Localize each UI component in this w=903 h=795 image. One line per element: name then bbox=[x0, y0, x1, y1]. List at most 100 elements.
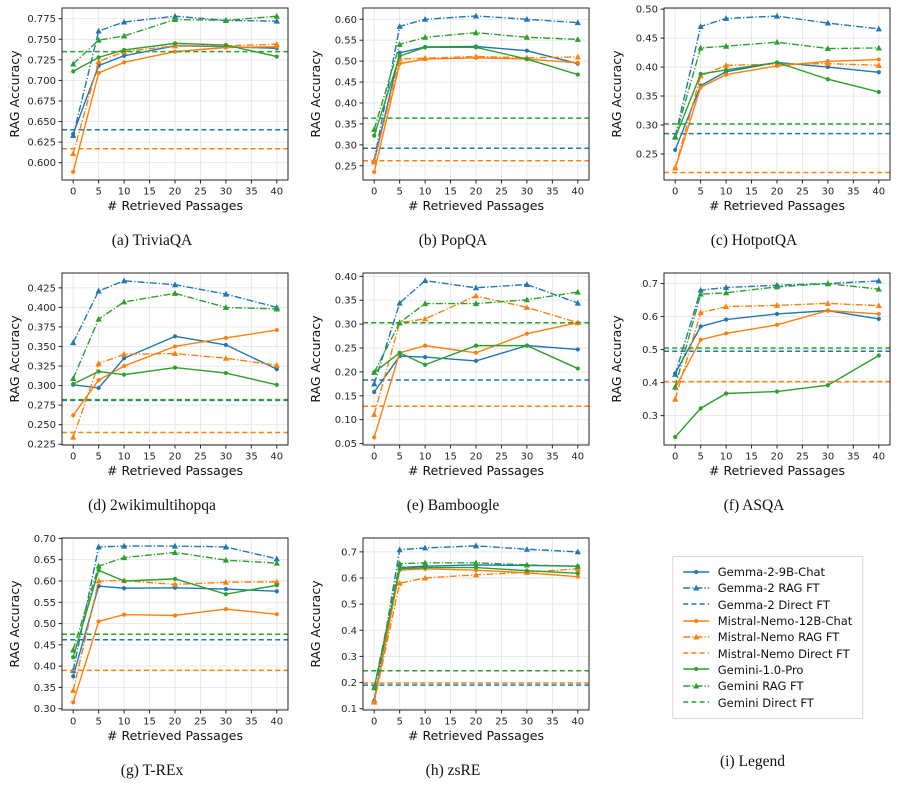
chart-caption-2wikimultihopqa: (d) 2wikimultihopqa bbox=[88, 497, 216, 514]
svg-text:0.725: 0.725 bbox=[27, 55, 56, 66]
legend-entry-label: Gemma-2-9B-Chat bbox=[717, 565, 826, 580]
svg-text:10: 10 bbox=[419, 717, 432, 728]
svg-text:15: 15 bbox=[143, 187, 156, 198]
svg-text:0.650: 0.650 bbox=[27, 117, 56, 128]
legend-entry-label: Gemma-2 Direct FT bbox=[717, 597, 830, 612]
svg-text:5: 5 bbox=[697, 187, 703, 198]
chart-triviaqa: 0 5 10 15 20 25 30 35 40 0.600 0.625 0.650 0.675 0.70… bbox=[6, 2, 301, 221]
svg-text:5: 5 bbox=[697, 452, 703, 463]
legend-entry-label: Gemma-2 RAG FT bbox=[717, 581, 820, 596]
legend-line-sample-icon bbox=[681, 563, 711, 582]
legend-entry-label: Gemini RAG FT bbox=[717, 679, 804, 694]
chart-caption-trex: (g) T-REx bbox=[120, 762, 184, 779]
svg-text:25: 25 bbox=[495, 452, 508, 463]
svg-text:0.425: 0.425 bbox=[27, 283, 56, 294]
chart-canvas: 0 5 10 15 20 25 30 35 40 0.25 0.30 0.35 0.40 0.45 0.50… bbox=[308, 7, 590, 213]
svg-text:0: 0 bbox=[70, 717, 76, 728]
chart-zsre: 0 5 10 15 20 25 30 35 40 0.1 0.2 0.3 0.4 0.5 0.6 0.7 # R… bbox=[307, 532, 602, 751]
svg-text:0.40: 0.40 bbox=[335, 272, 357, 283]
svg-text:0.50: 0.50 bbox=[34, 619, 56, 630]
svg-text:5: 5 bbox=[95, 717, 101, 728]
svg-text:30: 30 bbox=[521, 187, 534, 198]
svg-text:30: 30 bbox=[822, 187, 835, 198]
svg-text:5: 5 bbox=[396, 452, 402, 463]
svg-text:0.600: 0.600 bbox=[27, 158, 56, 169]
svg-text:# Retrieved Passages: # Retrieved Passages bbox=[107, 463, 243, 478]
svg-text:20: 20 bbox=[470, 452, 483, 463]
subplot-bamboogle: 0 5 10 15 20 25 30 35 40 0.05 0.10 0.15 0.20 0.25 0.30… bbox=[301, 265, 602, 530]
svg-text:0.775: 0.775 bbox=[27, 14, 56, 25]
svg-text:0.30: 0.30 bbox=[335, 140, 357, 151]
svg-text:# Retrieved Passages: # Retrieved Passages bbox=[107, 198, 243, 213]
svg-text:RAG Accuracy: RAG Accuracy bbox=[609, 315, 624, 403]
svg-text:35: 35 bbox=[245, 717, 258, 728]
svg-text:0.25: 0.25 bbox=[636, 149, 658, 160]
svg-text:0.35: 0.35 bbox=[335, 119, 357, 130]
svg-text:0.40: 0.40 bbox=[636, 63, 658, 74]
svg-text:RAG Accuracy: RAG Accuracy bbox=[308, 580, 323, 668]
svg-text:10: 10 bbox=[118, 717, 131, 728]
legend-entry: Gemini-1.0-Pro bbox=[681, 662, 853, 678]
svg-text:20: 20 bbox=[169, 187, 182, 198]
svg-text:15: 15 bbox=[143, 717, 156, 728]
svg-text:0.40: 0.40 bbox=[34, 662, 56, 673]
svg-text:35: 35 bbox=[847, 452, 860, 463]
svg-text:15: 15 bbox=[444, 452, 457, 463]
svg-text:0.15: 0.15 bbox=[335, 391, 357, 402]
legend-entry: Gemma-2 RAG FT bbox=[681, 580, 853, 596]
svg-text:0.20: 0.20 bbox=[335, 367, 357, 378]
svg-text:15: 15 bbox=[745, 452, 758, 463]
legend-entry-label: Mistral-Nemo Direct FT bbox=[717, 646, 850, 661]
svg-text:0.6: 0.6 bbox=[341, 573, 357, 584]
legend-line-sample-icon bbox=[681, 660, 711, 679]
svg-text:0.300: 0.300 bbox=[27, 381, 56, 392]
svg-text:0.5: 0.5 bbox=[642, 345, 658, 356]
svg-text:RAG Accuracy: RAG Accuracy bbox=[308, 315, 323, 403]
svg-text:35: 35 bbox=[546, 452, 559, 463]
svg-text:0.350: 0.350 bbox=[27, 342, 56, 353]
svg-text:0.50: 0.50 bbox=[636, 5, 658, 16]
chart-caption-zsre: (h) zsRE bbox=[425, 762, 481, 779]
legend-box: Gemma-2-9B-Chat Gemma-2 RAG FT Gemma-2 Dir… bbox=[671, 556, 864, 719]
svg-text:# Retrieved Passages: # Retrieved Passages bbox=[408, 463, 544, 478]
svg-text:15: 15 bbox=[444, 187, 457, 198]
subplot-popqa: 0 5 10 15 20 25 30 35 40 0.25 0.30 0.35 0.40 0.45 0.50… bbox=[301, 0, 602, 265]
svg-text:35: 35 bbox=[546, 187, 559, 198]
svg-text:30: 30 bbox=[521, 452, 534, 463]
legend-entry-label: Mistral-Nemo RAG FT bbox=[717, 630, 840, 645]
svg-text:30: 30 bbox=[822, 452, 835, 463]
svg-text:0.45: 0.45 bbox=[34, 640, 56, 651]
svg-text:15: 15 bbox=[444, 717, 457, 728]
legend-entry: Mistral-Nemo RAG FT bbox=[681, 629, 853, 645]
svg-text:0: 0 bbox=[371, 452, 377, 463]
legend-entry: Mistral-Nemo-12B-Chat bbox=[681, 612, 852, 631]
svg-text:10: 10 bbox=[720, 187, 733, 198]
svg-text:40: 40 bbox=[872, 452, 885, 463]
svg-text:10: 10 bbox=[720, 452, 733, 463]
legend-line-sample-icon bbox=[681, 612, 711, 631]
svg-text:0.25: 0.25 bbox=[335, 344, 357, 355]
svg-text:0.2: 0.2 bbox=[341, 678, 357, 689]
svg-text:# Retrieved Passages: # Retrieved Passages bbox=[709, 463, 845, 478]
svg-text:25: 25 bbox=[495, 717, 508, 728]
svg-text:0.10: 0.10 bbox=[335, 415, 357, 426]
svg-text:0.275: 0.275 bbox=[27, 401, 56, 412]
svg-text:25: 25 bbox=[495, 187, 508, 198]
svg-text:# Retrieved Passages: # Retrieved Passages bbox=[107, 728, 243, 743]
svg-text:5: 5 bbox=[95, 187, 101, 198]
svg-text:10: 10 bbox=[419, 187, 432, 198]
svg-text:20: 20 bbox=[169, 452, 182, 463]
svg-text:0.250: 0.250 bbox=[27, 420, 56, 431]
svg-text:5: 5 bbox=[396, 717, 402, 728]
chart-trex: 0 5 10 15 20 25 30 35 40 0.30 0.35 0.40 0.45 0.50 0.55… bbox=[6, 532, 301, 751]
svg-text:40: 40 bbox=[571, 187, 584, 198]
svg-text:0.65: 0.65 bbox=[34, 555, 56, 566]
chart-canvas: 0 5 10 15 20 25 30 35 40 0.600 0.625 0.650 0.675 0.70… bbox=[7, 7, 289, 213]
legend-line-sample-icon bbox=[681, 628, 711, 647]
chart-canvas: 0 5 10 15 20 25 30 35 40 0.30 0.35 0.40 0.45 0.50 0.55… bbox=[7, 534, 289, 743]
legend-caption: (i) Legend bbox=[720, 753, 785, 770]
svg-text:40: 40 bbox=[872, 187, 885, 198]
svg-text:0.6: 0.6 bbox=[642, 312, 658, 323]
svg-text:0.55: 0.55 bbox=[34, 598, 56, 609]
